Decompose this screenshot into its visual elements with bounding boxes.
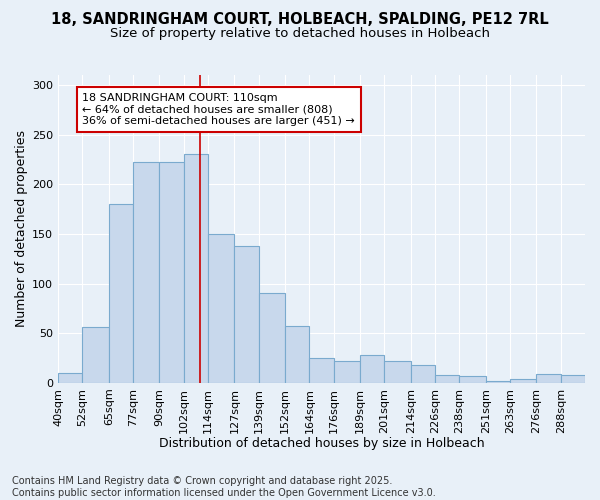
Bar bbox=[411, 365, 435, 383]
Y-axis label: Number of detached properties: Number of detached properties bbox=[15, 130, 28, 328]
Bar bbox=[460, 376, 486, 383]
Bar bbox=[208, 234, 235, 383]
Bar bbox=[510, 379, 536, 383]
Bar bbox=[334, 361, 360, 383]
Text: Contains HM Land Registry data © Crown copyright and database right 2025.
Contai: Contains HM Land Registry data © Crown c… bbox=[12, 476, 436, 498]
Bar bbox=[259, 294, 285, 383]
Bar bbox=[560, 375, 585, 383]
Bar bbox=[536, 374, 560, 383]
Bar bbox=[486, 381, 510, 383]
Bar bbox=[160, 162, 184, 383]
Bar bbox=[385, 361, 411, 383]
Bar bbox=[310, 358, 334, 383]
Text: 18 SANDRINGHAM COURT: 110sqm
← 64% of detached houses are smaller (808)
36% of s: 18 SANDRINGHAM COURT: 110sqm ← 64% of de… bbox=[82, 93, 355, 126]
Bar bbox=[109, 204, 133, 383]
Bar bbox=[285, 326, 310, 383]
Text: 18, SANDRINGHAM COURT, HOLBEACH, SPALDING, PE12 7RL: 18, SANDRINGHAM COURT, HOLBEACH, SPALDIN… bbox=[51, 12, 549, 28]
X-axis label: Distribution of detached houses by size in Holbeach: Distribution of detached houses by size … bbox=[159, 437, 484, 450]
Bar bbox=[360, 355, 385, 383]
Bar bbox=[133, 162, 160, 383]
Bar bbox=[82, 327, 109, 383]
Bar bbox=[435, 375, 460, 383]
Bar bbox=[58, 373, 82, 383]
Bar bbox=[235, 246, 259, 383]
Text: Size of property relative to detached houses in Holbeach: Size of property relative to detached ho… bbox=[110, 28, 490, 40]
Bar bbox=[184, 154, 208, 383]
